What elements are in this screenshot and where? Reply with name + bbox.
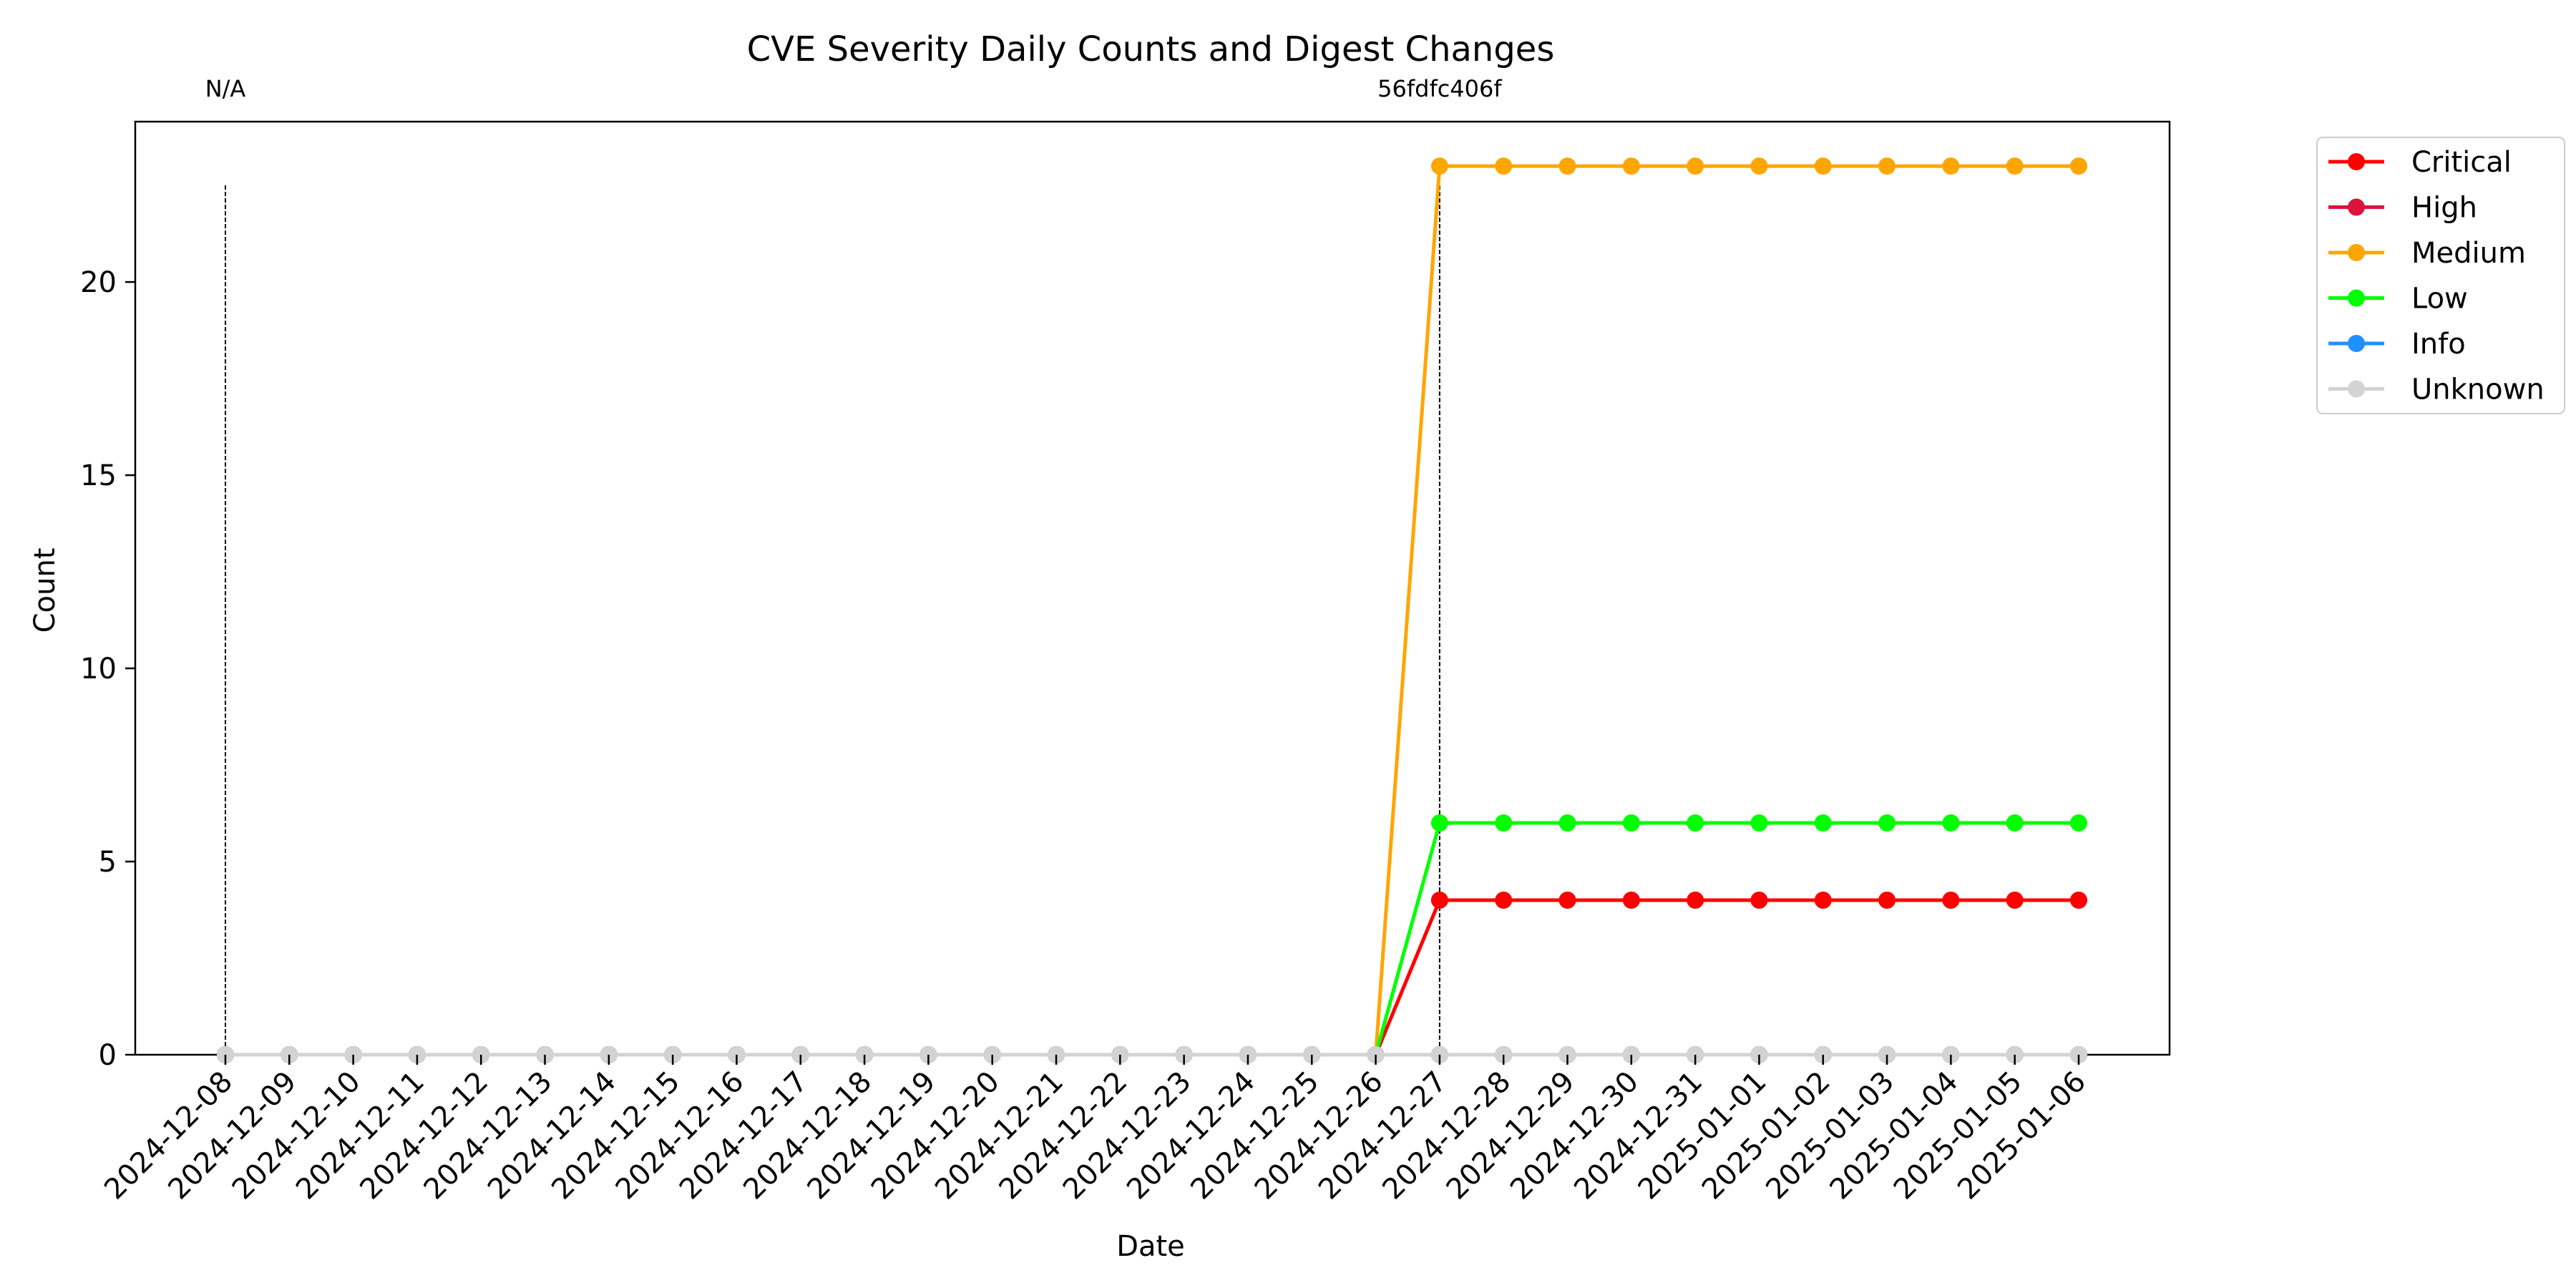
data-point-medium [1558,157,1576,175]
data-point-critical [2070,892,2087,909]
legend-label: Info [2411,328,2466,361]
data-point-medium [1750,157,1768,175]
y-axis-label: Count [29,548,62,633]
x-axis-ticks: 2024-12-082024-12-092024-12-102024-12-11… [98,1055,2092,1206]
chart-title: CVE Severity Daily Counts and Digest Cha… [747,29,1555,69]
data-point-low [1750,814,1768,832]
data-point-low [1687,814,1704,832]
data-point-low [2070,814,2087,832]
data-point-critical [2006,892,2024,909]
legend-label: Low [2411,283,2468,316]
data-point-critical [1622,892,1640,909]
legend: Critical High Medium Low Info Unknown [2316,137,2565,414]
data-point-medium [2070,157,2087,175]
data-point-low [1430,814,1448,832]
data-point-critical [1750,892,1768,909]
data-point-critical [1558,892,1576,909]
y-tick-label: 10 [80,653,117,686]
legend-label: Unknown [2411,374,2545,406]
data-point-critical [1942,892,1960,909]
plot-area: N/A 56fdfc406f [134,75,2171,1063]
data-point-medium [1430,157,1448,175]
legend-swatch-marker [2348,335,2365,352]
y-axis-ticks: 0 5 10 15 20 [80,266,135,1072]
data-point-medium [2006,157,2024,175]
data-point-low [1814,814,1832,832]
y-tick-label: 20 [80,266,117,299]
legend-label: High [2411,192,2477,225]
data-point-low [1878,814,1896,832]
plot-frame [134,120,2171,1056]
data-point-medium [1878,157,1896,175]
data-point-critical [1495,892,1513,909]
data-point-critical [1687,892,1704,909]
data-point-medium [1942,157,1960,175]
y-tick-label: 0 [99,1039,117,1072]
legend-swatch-marker [2348,289,2365,307]
legend-swatch-marker [2348,380,2365,398]
data-point-medium [1495,157,1513,175]
legend-swatch-marker [2348,244,2365,261]
data-point-low [2006,814,2024,832]
data-point-low [1622,814,1640,832]
x-axis-label: Date [1116,1230,1185,1263]
legend-swatch-marker [2348,198,2365,216]
data-point-medium [1687,157,1704,175]
digest-marker-label: 56fdfc406f [1377,75,1502,102]
data-point-low [1942,814,1960,832]
data-point-critical [1430,892,1448,909]
data-point-critical [1814,892,1832,909]
data-point-low [1495,814,1513,832]
data-point-critical [1878,892,1896,909]
digest-marker-label: N/A [205,75,246,102]
data-point-low [1558,814,1576,832]
data-point-medium [1814,157,1832,175]
y-tick-label: 5 [99,846,117,879]
legend-label: Medium [2411,237,2526,270]
legend-label: Critical [2411,146,2512,179]
legend-swatch-marker [2348,153,2365,170]
y-tick-label: 15 [80,459,117,492]
data-point-medium [1622,157,1640,175]
